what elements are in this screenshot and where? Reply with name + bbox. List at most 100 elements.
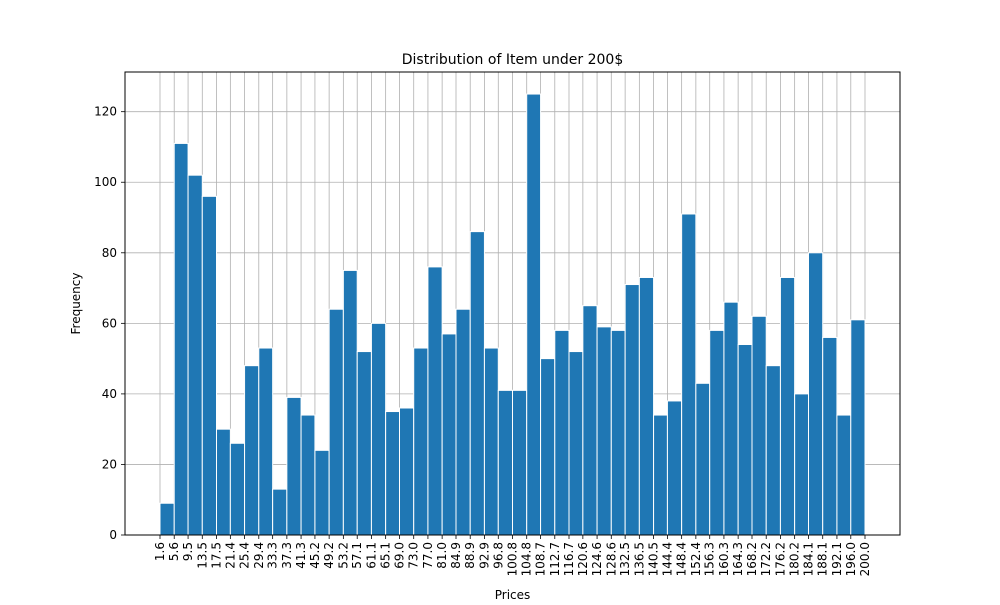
x-tick-label: 168.2 <box>745 542 759 576</box>
x-tick-label: 25.4 <box>238 542 252 569</box>
y-tick-label: 120 <box>94 105 117 119</box>
x-tick-label: 200.0 <box>858 542 872 576</box>
histogram-bar <box>413 347 429 536</box>
histogram-bar <box>258 347 274 536</box>
histogram-bar <box>187 174 203 536</box>
histogram-bar <box>441 333 457 536</box>
x-tick-label: 17.5 <box>209 542 223 569</box>
histogram-bar <box>370 322 387 536</box>
histogram-bar <box>695 382 711 536</box>
chart-title: Distribution of Item under 200$ <box>402 52 623 68</box>
histogram-bar <box>779 276 796 536</box>
x-tick-label: 13.5 <box>195 542 209 569</box>
histogram-bar <box>666 400 683 536</box>
histogram-bar <box>159 502 175 536</box>
histogram-bar <box>427 266 443 536</box>
x-tick-label: 5.6 <box>167 542 181 561</box>
histogram-bar <box>723 301 739 536</box>
x-tick-label: 77.0 <box>421 542 435 569</box>
histogram-bar <box>286 396 302 536</box>
histogram-bar <box>582 305 598 536</box>
x-tick-label: 104.8 <box>520 542 534 576</box>
x-tick-label: 196.0 <box>844 542 858 576</box>
y-tick-label: 0 <box>109 528 117 542</box>
x-tick-label: 41.3 <box>294 542 308 569</box>
x-tick-label: 29.4 <box>252 542 266 569</box>
x-tick-label: 53.2 <box>336 542 350 569</box>
x-tick-label: 21.4 <box>223 542 237 569</box>
histogram-bar <box>215 428 231 536</box>
histogram-bar <box>342 269 358 536</box>
histogram-bar <box>526 93 542 536</box>
x-tick-label: 57.1 <box>350 542 364 569</box>
x-tick-label: 45.2 <box>308 542 322 569</box>
x-tick-label: 88.9 <box>463 542 477 569</box>
x-tick-label: 116.7 <box>562 542 576 576</box>
histogram-bar <box>272 488 288 536</box>
histogram-bar <box>356 351 372 536</box>
x-tick-label: 49.2 <box>322 542 336 569</box>
x-tick-label: 81.0 <box>435 542 449 569</box>
x-tick-label: 33.3 <box>266 542 280 569</box>
histogram-bar <box>638 276 655 536</box>
histogram-bar <box>229 442 246 536</box>
x-tick-label: 100.8 <box>506 542 520 576</box>
histogram-bar <box>328 308 344 536</box>
histogram-bar <box>244 365 260 536</box>
x-tick-label: 156.3 <box>703 542 717 576</box>
histogram-bar <box>794 393 810 536</box>
histogram-bar <box>173 142 189 536</box>
x-tick-label: 84.9 <box>449 542 463 569</box>
y-tick-label: 100 <box>94 175 117 189</box>
histogram-bar <box>681 213 697 536</box>
histogram-bar <box>653 414 668 536</box>
histogram-bar <box>497 389 513 536</box>
x-tick-label: 69.0 <box>393 542 407 569</box>
y-axis-label: Frequency <box>69 273 83 335</box>
x-tick-label: 152.4 <box>689 542 703 576</box>
histogram-bar <box>836 414 852 536</box>
x-tick-label: 124.6 <box>590 542 604 576</box>
histogram-bar <box>399 407 415 536</box>
x-tick-label: 140.5 <box>647 542 661 576</box>
histogram-bar <box>385 411 401 536</box>
x-tick-label: 9.5 <box>181 542 195 561</box>
x-tick-label: 108.7 <box>534 542 548 576</box>
x-tick-label: 120.6 <box>576 542 590 576</box>
x-axis-label: Prices <box>495 588 531 600</box>
x-tick-label: 188.1 <box>816 542 830 576</box>
histogram-bar <box>540 358 556 536</box>
y-tick-label: 80 <box>102 246 117 260</box>
x-tick-label: 148.4 <box>675 542 689 576</box>
x-tick-label: 96.8 <box>491 542 505 569</box>
x-tick-label: 144.4 <box>660 542 674 576</box>
x-tick-label: 160.3 <box>717 542 731 576</box>
histogram-bar <box>737 344 753 536</box>
x-tick-label: 37.3 <box>280 542 294 569</box>
histogram-bar <box>850 319 866 536</box>
histogram-bar <box>554 329 570 536</box>
y-tick-label: 40 <box>102 387 117 401</box>
y-tick-label: 20 <box>102 457 117 471</box>
x-tick-label: 172.2 <box>759 542 773 576</box>
histogram-bar <box>314 449 330 536</box>
histogram-bar <box>455 308 471 536</box>
x-tick-label: 73.0 <box>407 542 421 569</box>
x-tick-label: 164.3 <box>731 542 745 576</box>
x-tick-label: 112.7 <box>548 542 562 576</box>
histogram-bar <box>624 284 640 536</box>
x-tick-label: 1.6 <box>153 542 167 561</box>
x-tick-label: 176.2 <box>773 542 787 576</box>
histogram-bar <box>596 326 612 536</box>
x-tick-label: 65.1 <box>379 542 393 569</box>
y-tick-label: 60 <box>102 316 117 330</box>
x-tick-label: 136.5 <box>632 542 646 576</box>
x-tick-label: 184.1 <box>802 542 816 576</box>
histogram-bar <box>469 231 485 536</box>
histogram-bar <box>709 329 725 536</box>
x-tick-label: 192.1 <box>830 542 844 576</box>
histogram-bar <box>610 329 626 536</box>
histogram-bar <box>765 365 781 536</box>
